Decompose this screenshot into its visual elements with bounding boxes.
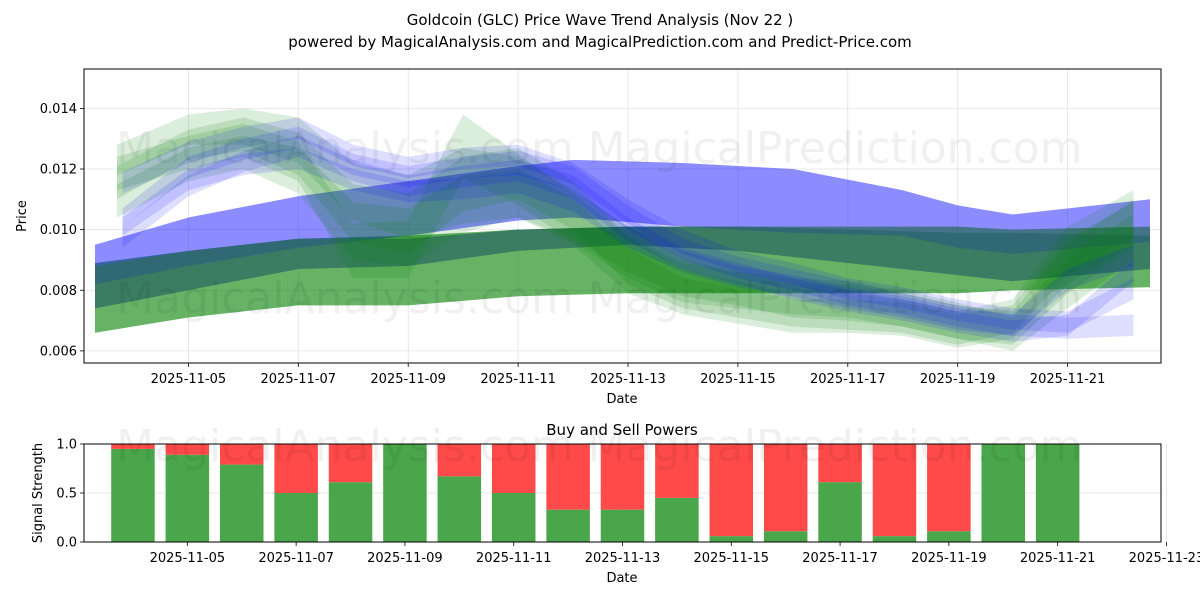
sell-bar-2025-11-17 bbox=[818, 444, 862, 483]
bar-x-tick-label: 2025-11-13 bbox=[585, 551, 661, 566]
bar-x-tick-label: 2025-11-21 bbox=[1020, 551, 1096, 566]
price-x-tick-label: 2025-11-09 bbox=[370, 372, 446, 387]
price-band-7 bbox=[122, 126, 1134, 339]
buy-bar-2025-11-16 bbox=[763, 531, 808, 542]
buy-bar-2025-11-14 bbox=[655, 497, 699, 542]
sell-bar-2025-11-15 bbox=[709, 444, 754, 537]
price-band-4 bbox=[117, 117, 1134, 345]
chart-title: Goldcoin (GLC) Price Wave Trend Analysis… bbox=[407, 11, 794, 29]
price-x-tick-label: 2025-11-17 bbox=[810, 372, 886, 387]
buy-bar-2025-11-17 bbox=[818, 482, 862, 542]
bar-chart-title: Buy and Sell Powers bbox=[546, 421, 698, 439]
sell-bar-2025-11-13 bbox=[600, 444, 645, 510]
price-band-8 bbox=[122, 135, 1134, 342]
price-y-tick-label: 0.014 bbox=[40, 102, 77, 117]
sell-bar-2025-11-07 bbox=[274, 444, 318, 493]
buy-bar-2025-11-10 bbox=[437, 476, 482, 542]
price-x-tick-label: 2025-11-07 bbox=[261, 372, 337, 387]
buy-bar-2025-11-19 bbox=[927, 531, 971, 542]
price-x-tick-label: 2025-11-05 bbox=[151, 372, 227, 387]
bar-y-tick-label: 0.5 bbox=[56, 487, 77, 502]
watermark-prediction-bottom: MagicalPrediction.com bbox=[588, 421, 1083, 472]
price-band-5 bbox=[117, 135, 1134, 348]
bar-x-tick-label: 2025-11-15 bbox=[694, 551, 770, 566]
bar-x-tick-label: 2025-11-07 bbox=[258, 551, 334, 566]
buy-bar-2025-11-06 bbox=[219, 464, 264, 542]
price-y-tick-label: 0.010 bbox=[40, 223, 77, 238]
buy-bar-2025-11-21 bbox=[1035, 444, 1080, 542]
price-x-tick-label: 2025-11-21 bbox=[1030, 372, 1106, 387]
price-chart-watermarks: MagicalAnalysis.com MagicalPrediction.co… bbox=[116, 123, 1082, 324]
buy-bar-2025-11-18 bbox=[872, 536, 917, 542]
sell-bar-2025-11-19 bbox=[927, 444, 971, 532]
sell-bar-2025-11-11 bbox=[491, 444, 536, 493]
bar-x-tick-label: 2025-11-19 bbox=[911, 551, 987, 566]
price-chart-bands bbox=[95, 108, 1150, 351]
bar-x-tick-label: 2025-11-09 bbox=[367, 551, 443, 566]
bar-chart-xlabel: Date bbox=[606, 571, 637, 586]
sell-bar-2025-11-06 bbox=[219, 444, 264, 465]
watermark-prediction-mid: MagicalPrediction.com bbox=[588, 273, 1083, 324]
buy-bar-2025-11-05 bbox=[165, 454, 210, 542]
price-band-1 bbox=[95, 159, 1150, 285]
sell-bar-2025-11-16 bbox=[763, 444, 808, 532]
price-x-tick-label: 2025-11-15 bbox=[700, 372, 776, 387]
price-y-tick-label: 0.008 bbox=[40, 284, 77, 299]
bar-y-tick-label: 1.0 bbox=[56, 438, 77, 453]
buy-bar-2025-11-11 bbox=[491, 493, 536, 542]
sell-bar-2025-11-04 bbox=[111, 444, 155, 449]
watermark-analysis-bottom: MagicalAnalysis.com bbox=[116, 421, 574, 472]
buy-bar-2025-11-15 bbox=[709, 536, 754, 542]
bar-chart-watermarks: MagicalAnalysis.com MagicalPrediction.co… bbox=[116, 421, 1082, 472]
bar-y-tick-label: 0.0 bbox=[56, 536, 77, 551]
buy-bar-2025-11-07 bbox=[274, 493, 318, 542]
buy-bar-2025-11-04 bbox=[111, 448, 155, 542]
sell-bar-2025-11-10 bbox=[437, 444, 482, 477]
bar-x-tick-label: 2025-11-11 bbox=[476, 551, 552, 566]
price-band-6 bbox=[117, 114, 1134, 351]
price-chart-xlabel: Date bbox=[606, 392, 637, 407]
price-chart-axes: 2025-11-05 2025-11-07 2025-11-09 2025-11-11… bbox=[40, 102, 1106, 387]
price-x-tick-label: 2025-11-11 bbox=[480, 372, 556, 387]
bar-chart-axes: 2025-11-05 2025-11-07 2025-11-09 2025-11-11… bbox=[56, 438, 1200, 567]
buy-bar-2025-11-20 bbox=[981, 444, 1026, 542]
price-x-tick-label: 2025-11-13 bbox=[590, 372, 666, 387]
sell-bar-2025-11-18 bbox=[872, 444, 917, 537]
bar-chart-bars bbox=[111, 444, 1080, 542]
bar-x-tick-label: 2025-11-05 bbox=[150, 551, 226, 566]
price-band-10 bbox=[122, 147, 1134, 336]
sell-bar-2025-11-08 bbox=[328, 444, 373, 483]
sell-bar-2025-11-12 bbox=[546, 444, 590, 510]
buy-bar-2025-11-13 bbox=[600, 509, 645, 542]
price-y-tick-label: 0.006 bbox=[40, 344, 77, 359]
price-band-3 bbox=[117, 108, 1134, 345]
price-y-tick-label: 0.012 bbox=[40, 163, 77, 178]
buy-bar-2025-11-09 bbox=[383, 444, 427, 542]
bar-x-tick-label: 2025-11-23 bbox=[1129, 551, 1200, 566]
chart-subtitle: powered by MagicalAnalysis.com and Magic… bbox=[288, 33, 912, 51]
sell-bar-2025-11-14 bbox=[655, 444, 699, 498]
price-band-2 bbox=[95, 226, 1150, 309]
price-chart-ylabel: Price bbox=[15, 200, 30, 232]
buy-bar-2025-11-08 bbox=[328, 482, 373, 542]
bar-chart-ylabel: Signal Strength bbox=[31, 443, 46, 543]
watermark-analysis-top: MagicalAnalysis.com bbox=[116, 123, 574, 174]
price-chart-frame bbox=[83, 68, 1162, 364]
watermark-analysis-mid: MagicalAnalysis.com bbox=[116, 273, 574, 324]
sell-bar-2025-11-05 bbox=[165, 444, 210, 455]
buy-bar-2025-11-12 bbox=[546, 509, 590, 542]
price-band-9 bbox=[122, 117, 1134, 333]
bar-x-tick-label: 2025-11-17 bbox=[802, 551, 878, 566]
watermark-prediction-top: MagicalPrediction.com bbox=[588, 123, 1083, 174]
price-x-tick-label: 2025-11-19 bbox=[920, 372, 996, 387]
